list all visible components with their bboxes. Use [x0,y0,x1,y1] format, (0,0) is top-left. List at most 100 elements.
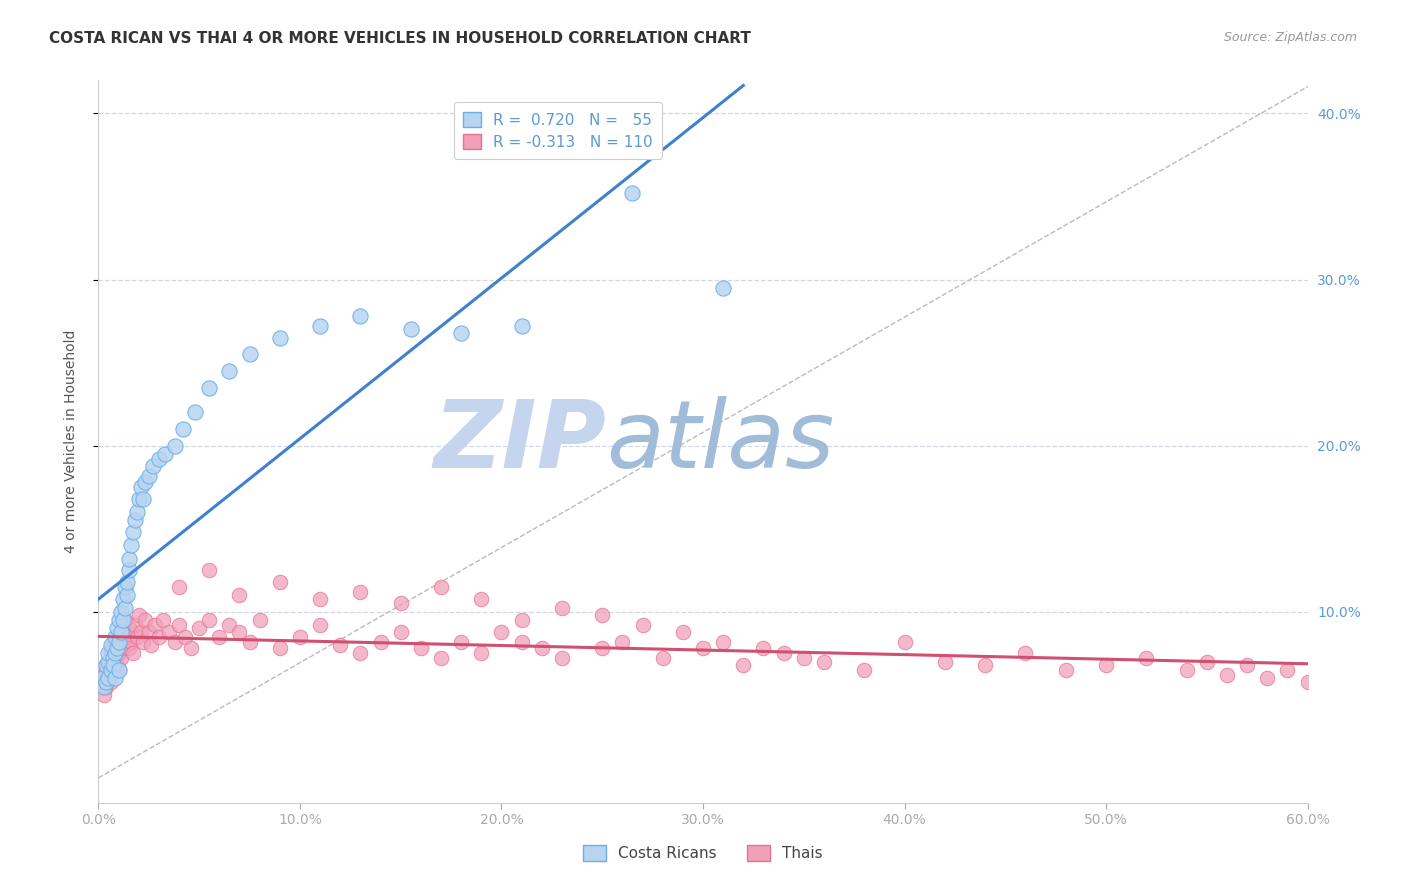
Point [143,618,166,632]
Point [551,601,574,615]
Point [651,651,673,665]
Point [491,624,513,639]
Point [239,634,262,648]
Point [409,641,432,656]
Point [97,671,120,685]
Point [121,646,143,660]
Y-axis label: 4 or more Vehicles in Household: 4 or more Vehicles in Household [63,330,77,553]
Point [134,475,156,490]
Point [631,618,654,632]
Point [772,646,794,660]
Point [1054,663,1077,677]
Point [93,671,115,685]
Point [974,657,997,672]
Point [239,347,262,361]
Point [450,634,472,648]
Point [288,630,311,644]
Point [1296,674,1319,689]
Point [103,646,125,660]
Point [118,551,141,566]
Point [349,585,371,599]
Point [470,591,492,606]
Point [1095,657,1118,672]
Point [110,638,132,652]
Point [389,624,412,639]
Point [111,641,134,656]
Point [93,688,115,702]
Point [124,513,146,527]
Point [167,580,190,594]
Point [101,651,124,665]
Point [115,634,138,648]
Point [142,458,165,473]
Point [100,638,122,652]
Point [389,597,412,611]
Point [93,680,115,694]
Point [132,634,155,648]
Point [91,671,114,685]
Point [91,680,114,694]
Point [103,630,125,644]
Legend: Costa Ricans, Thais: Costa Ricans, Thais [576,839,830,867]
Point [118,563,141,577]
Point [118,641,141,656]
Point [107,663,129,677]
Point [105,634,128,648]
Point [551,651,574,665]
Point [114,601,136,615]
Point [103,671,125,685]
Point [1216,668,1239,682]
Point [114,630,136,644]
Point [269,331,291,345]
Point [228,588,250,602]
Point [111,613,134,627]
Point [591,641,613,656]
Point [115,574,138,589]
Point [110,605,132,619]
Point [370,634,392,648]
Point [157,624,180,639]
Point [198,613,221,627]
Point [591,608,613,623]
Point [208,630,231,644]
Point [813,655,835,669]
Point [1357,671,1379,685]
Point [184,405,207,419]
Point [153,447,176,461]
Point [349,309,371,323]
Point [101,638,124,652]
Point [100,657,122,672]
Point [309,618,332,632]
Point [893,634,915,648]
Point [96,680,118,694]
Point [672,624,695,639]
Point [249,613,271,627]
Point [269,574,291,589]
Point [134,613,156,627]
Point [198,380,221,394]
Point [132,491,155,506]
Point [120,538,142,552]
Point [148,630,170,644]
Point [167,618,190,632]
Point [97,655,120,669]
Point [309,591,332,606]
Point [129,480,152,494]
Point [138,624,160,639]
Point [115,588,138,602]
Point [198,563,221,577]
Point [733,657,755,672]
Point [114,613,136,627]
Point [188,621,211,635]
Point [101,657,124,672]
Point [107,663,129,677]
Point [163,439,186,453]
Point [118,621,141,635]
Point [1236,657,1258,672]
Point [107,634,129,648]
Point [711,281,734,295]
Point [128,608,150,623]
Point [470,646,492,660]
Point [218,618,240,632]
Point [1014,646,1036,660]
